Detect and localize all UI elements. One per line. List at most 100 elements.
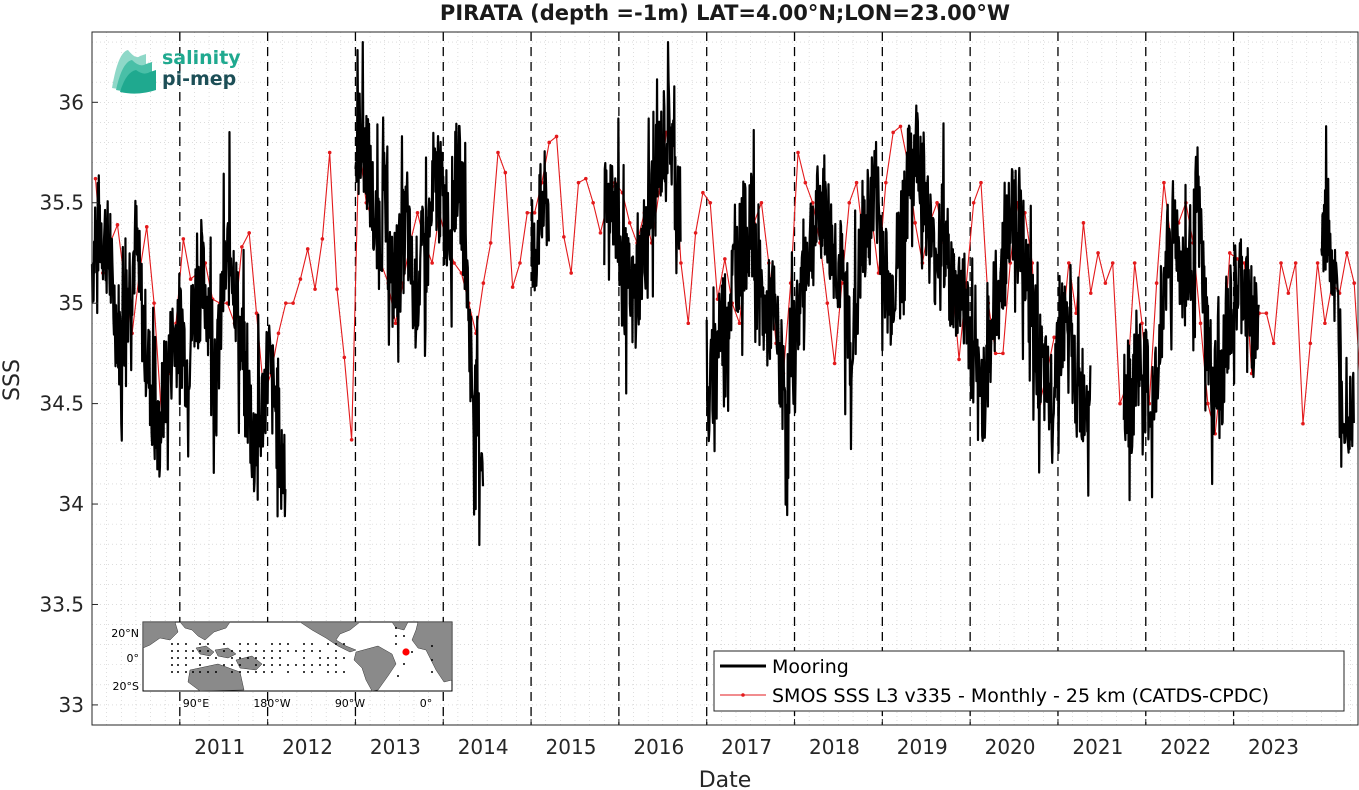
map-buoy-dot [255,657,257,659]
smos-point [1308,341,1313,346]
map-buoy-dot [279,643,281,645]
smos-point [1052,335,1056,340]
map-buoy-dot [171,650,173,652]
map-buoy-dot [192,650,194,652]
smos-point [884,180,888,185]
map-buoy-dot [311,650,313,652]
map-buoy-dot [263,650,265,652]
map-buoy-dot [239,643,241,645]
y-tick-label: 36 [59,90,84,114]
inset-location-map: 20°N 0° 20°S 90°E 180°W 90°W 0° [111,621,453,710]
map-buoy-dot [271,664,273,666]
map-buoy-dot [231,664,233,666]
map-buoy-dot [199,664,201,666]
mooring-line-segment [530,150,550,292]
map-buoy-dot [303,664,305,666]
smos-point [1206,401,1210,406]
map-buoy-dot [279,657,281,659]
logo-wave-icon [112,50,156,94]
chart-title: PIRATA (depth =-1m) LAT=4.00°N;LON=23.00… [440,1,1010,25]
map-buoy-dot [239,657,241,659]
map-buoy-dot [185,664,187,666]
legend-box [713,650,1345,712]
smos-point [957,357,961,362]
mooring-line-segment [1122,146,1260,502]
map-buoy-dot [223,650,225,652]
map-buoy-dot [231,671,233,673]
smos-point [913,221,917,225]
smos-point [898,124,903,129]
smos-point [1264,311,1269,316]
smos-point [562,235,566,239]
smos-point [1081,221,1086,225]
smos-point [1118,401,1122,406]
map-buoy-dot [263,671,265,673]
smos-point [1162,180,1166,185]
map-buoy-dot [335,664,337,666]
y-axis-ticks: 33 33.5 34 34.5 35 35.5 36 [39,90,98,717]
smos-point [576,180,581,185]
smos-point [313,287,317,291]
map-buoy-dot [207,643,209,645]
map-buoy-dot [207,671,209,673]
mooring-line-segment [90,131,287,518]
smos-point [832,361,837,366]
smos-point [1154,281,1159,285]
map-buoy-dot [199,657,201,659]
map-buoy-dot [397,675,399,677]
smos-point [1352,281,1356,285]
map-buoy-dot [231,650,233,652]
map-buoy-dot [171,664,173,666]
map-buoy-dot [192,671,194,673]
smos-point [547,140,552,145]
map-buoy-dot [177,657,179,659]
map-buoy-dot [395,635,397,637]
smos-point [935,200,939,205]
smos-point [342,355,347,360]
map-buoy-dot [199,650,201,652]
smos-point [335,287,339,291]
smos-point [1096,251,1100,255]
smos-point [1066,261,1071,265]
legend-mooring-label: Mooring [772,656,849,678]
smos-point [591,200,595,205]
map-lon-label: 90°W [335,697,365,710]
smos-point [759,200,764,205]
y-tick-label: 35 [59,291,84,315]
smos-point [701,190,705,195]
map-longitude-labels: 90°E 180°W 90°W 0° [183,697,432,710]
map-buoy-dot [335,643,337,645]
map-buoy-dot [247,643,249,645]
x-tick-label: 2022 [1160,735,1211,759]
smos-point [679,261,683,265]
mooring-line-segment [354,40,485,547]
x-tick-label: 2014 [458,735,509,759]
map-buoy-dot [335,657,337,659]
smos-point [181,237,186,241]
smos-point [737,321,742,326]
map-buoy-dot [177,671,179,673]
map-buoy-dot [311,671,313,673]
map-buoy-dot [231,657,233,659]
map-buoy-dot [247,657,249,659]
smos-point [525,210,530,215]
smos-point [1286,291,1291,295]
map-buoy-dot [303,671,305,673]
smos-point [327,150,332,155]
map-lon-label: 180°W [253,697,290,710]
map-buoy-dot [311,643,313,645]
mooring-line-segment [1320,125,1355,468]
smos-point [481,281,486,285]
smos-point [496,150,500,155]
smos-line [94,125,1359,440]
map-buoy-dot [271,671,273,673]
smos-point [188,277,193,281]
x-tick-label: 2012 [282,735,333,759]
smos-point [240,245,244,249]
mooring-series [90,40,1355,547]
smos-point [1132,261,1137,265]
map-buoy-dot [223,664,225,666]
map-buoy-markers [171,627,433,677]
x-tick-label: 2018 [809,735,860,759]
smos-point [569,271,573,275]
